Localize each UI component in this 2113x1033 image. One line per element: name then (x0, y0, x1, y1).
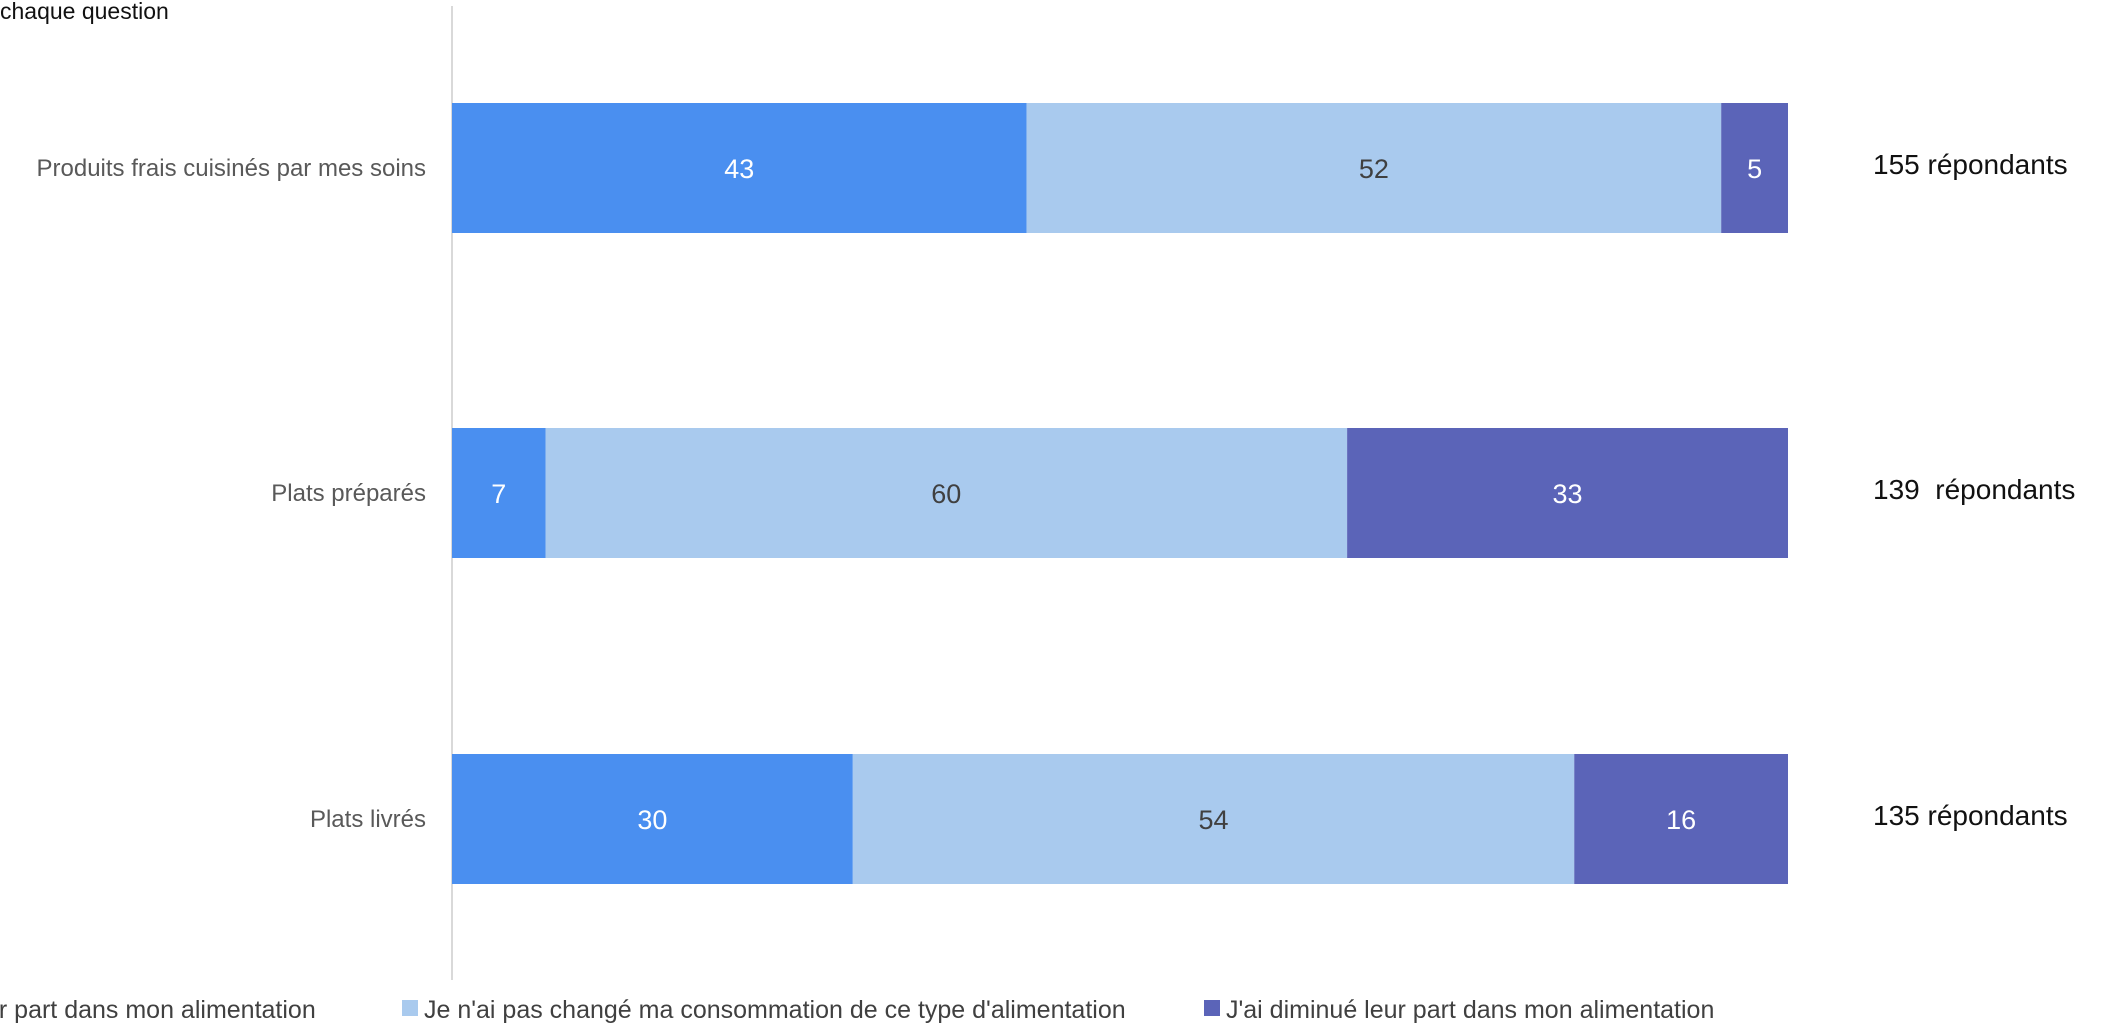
category-labels: Produits frais cuisinés par mes soins Pla… (37, 155, 426, 833)
respondent-count-label: 139 répondants (1873, 474, 2075, 505)
respondent-count-label: 135 répondants (1873, 800, 2068, 831)
data-label: 16 (1666, 805, 1696, 835)
bar-segment (1347, 428, 1788, 558)
respondent-labels: 155 répondants 139 répondants 135 répondan… (1873, 149, 2075, 831)
bars-group: 43 52 5 7 60 33 30 54 16 (452, 103, 1788, 884)
legend-label: ur part dans mon alimentation (0, 996, 316, 1024)
legend-swatch (1204, 1000, 1220, 1016)
data-label: 43 (724, 154, 754, 184)
bar-segment (452, 103, 1027, 233)
bar-segment (1721, 103, 1788, 233)
data-label: 7 (491, 479, 506, 509)
data-label: 60 (931, 479, 961, 509)
bar-segment (545, 428, 1348, 558)
bar-segment (452, 754, 853, 884)
category-label: Plats livrés (310, 806, 426, 833)
respondent-count-label: 155 répondants (1873, 149, 2068, 180)
legend-label: J'ai diminué leur part dans mon alimenta… (1226, 996, 1714, 1024)
legend: ur part dans mon alimentation Je n'ai pas… (0, 996, 1714, 1024)
data-label: 30 (637, 805, 667, 835)
top-note: chaque question (0, 0, 169, 24)
data-label: 54 (1198, 805, 1228, 835)
bar-segment (852, 754, 1575, 884)
bar-segment (452, 428, 546, 558)
bar-segment (1574, 754, 1788, 884)
bar-segment (1026, 103, 1722, 233)
legend-swatch (402, 1000, 418, 1016)
category-label: Produits frais cuisinés par mes soins (37, 155, 426, 182)
data-label: 5 (1747, 154, 1762, 184)
data-label: 33 (1553, 479, 1583, 509)
data-label: 52 (1359, 154, 1389, 184)
legend-label: Je n'ai pas changé ma consommation de ce… (424, 996, 1126, 1024)
category-label: Plats préparés (271, 480, 426, 507)
